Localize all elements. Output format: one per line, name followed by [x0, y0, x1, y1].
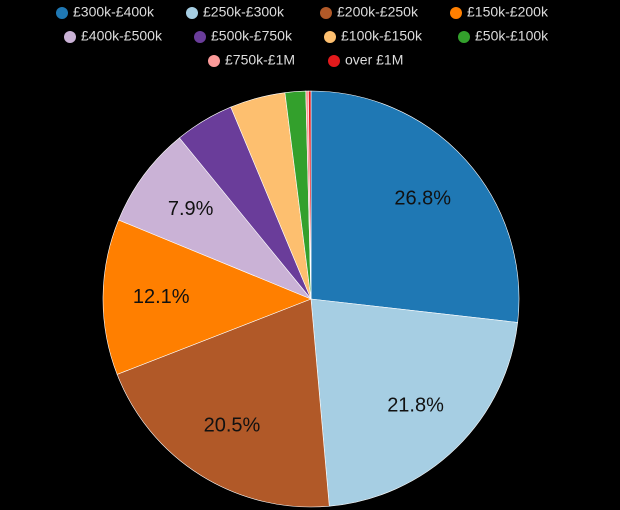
legend-label: £500k-£750k — [211, 28, 293, 44]
pie-slice — [310, 90, 520, 323]
data-label: 12.1% — [133, 286, 190, 308]
legend-marker — [56, 7, 68, 19]
legend-label: £250k-£300k — [203, 4, 285, 20]
data-label: 20.5% — [204, 414, 261, 436]
pie-slice — [310, 298, 519, 507]
legend-label: £50k-£100k — [475, 28, 549, 44]
data-label: 7.9% — [168, 198, 214, 220]
legend-marker — [328, 55, 340, 67]
legend-marker — [186, 7, 198, 19]
legend-marker — [450, 7, 462, 19]
data-label: 21.8% — [387, 394, 444, 416]
legend-label: £100k-£150k — [341, 28, 423, 44]
legend-marker — [320, 7, 332, 19]
pie-slice — [116, 298, 330, 508]
legend-label: over £1M — [345, 52, 403, 68]
legend-label: £150k-£200k — [467, 4, 549, 20]
pie-slice — [118, 137, 312, 300]
legend-label: £200k-£250k — [337, 4, 419, 20]
legend-marker — [64, 31, 76, 43]
legend-marker — [208, 55, 220, 67]
legend-label: £750k-£1M — [225, 52, 295, 68]
legend-label: £300k-£400k — [73, 4, 155, 20]
legend-label: £400k-£500k — [81, 28, 163, 44]
pie-slice — [308, 90, 312, 300]
pie-slice — [102, 219, 312, 375]
data-label: 26.8% — [394, 188, 451, 210]
legend-marker — [458, 31, 470, 43]
legend-marker — [324, 31, 336, 43]
legend-marker — [194, 31, 206, 43]
